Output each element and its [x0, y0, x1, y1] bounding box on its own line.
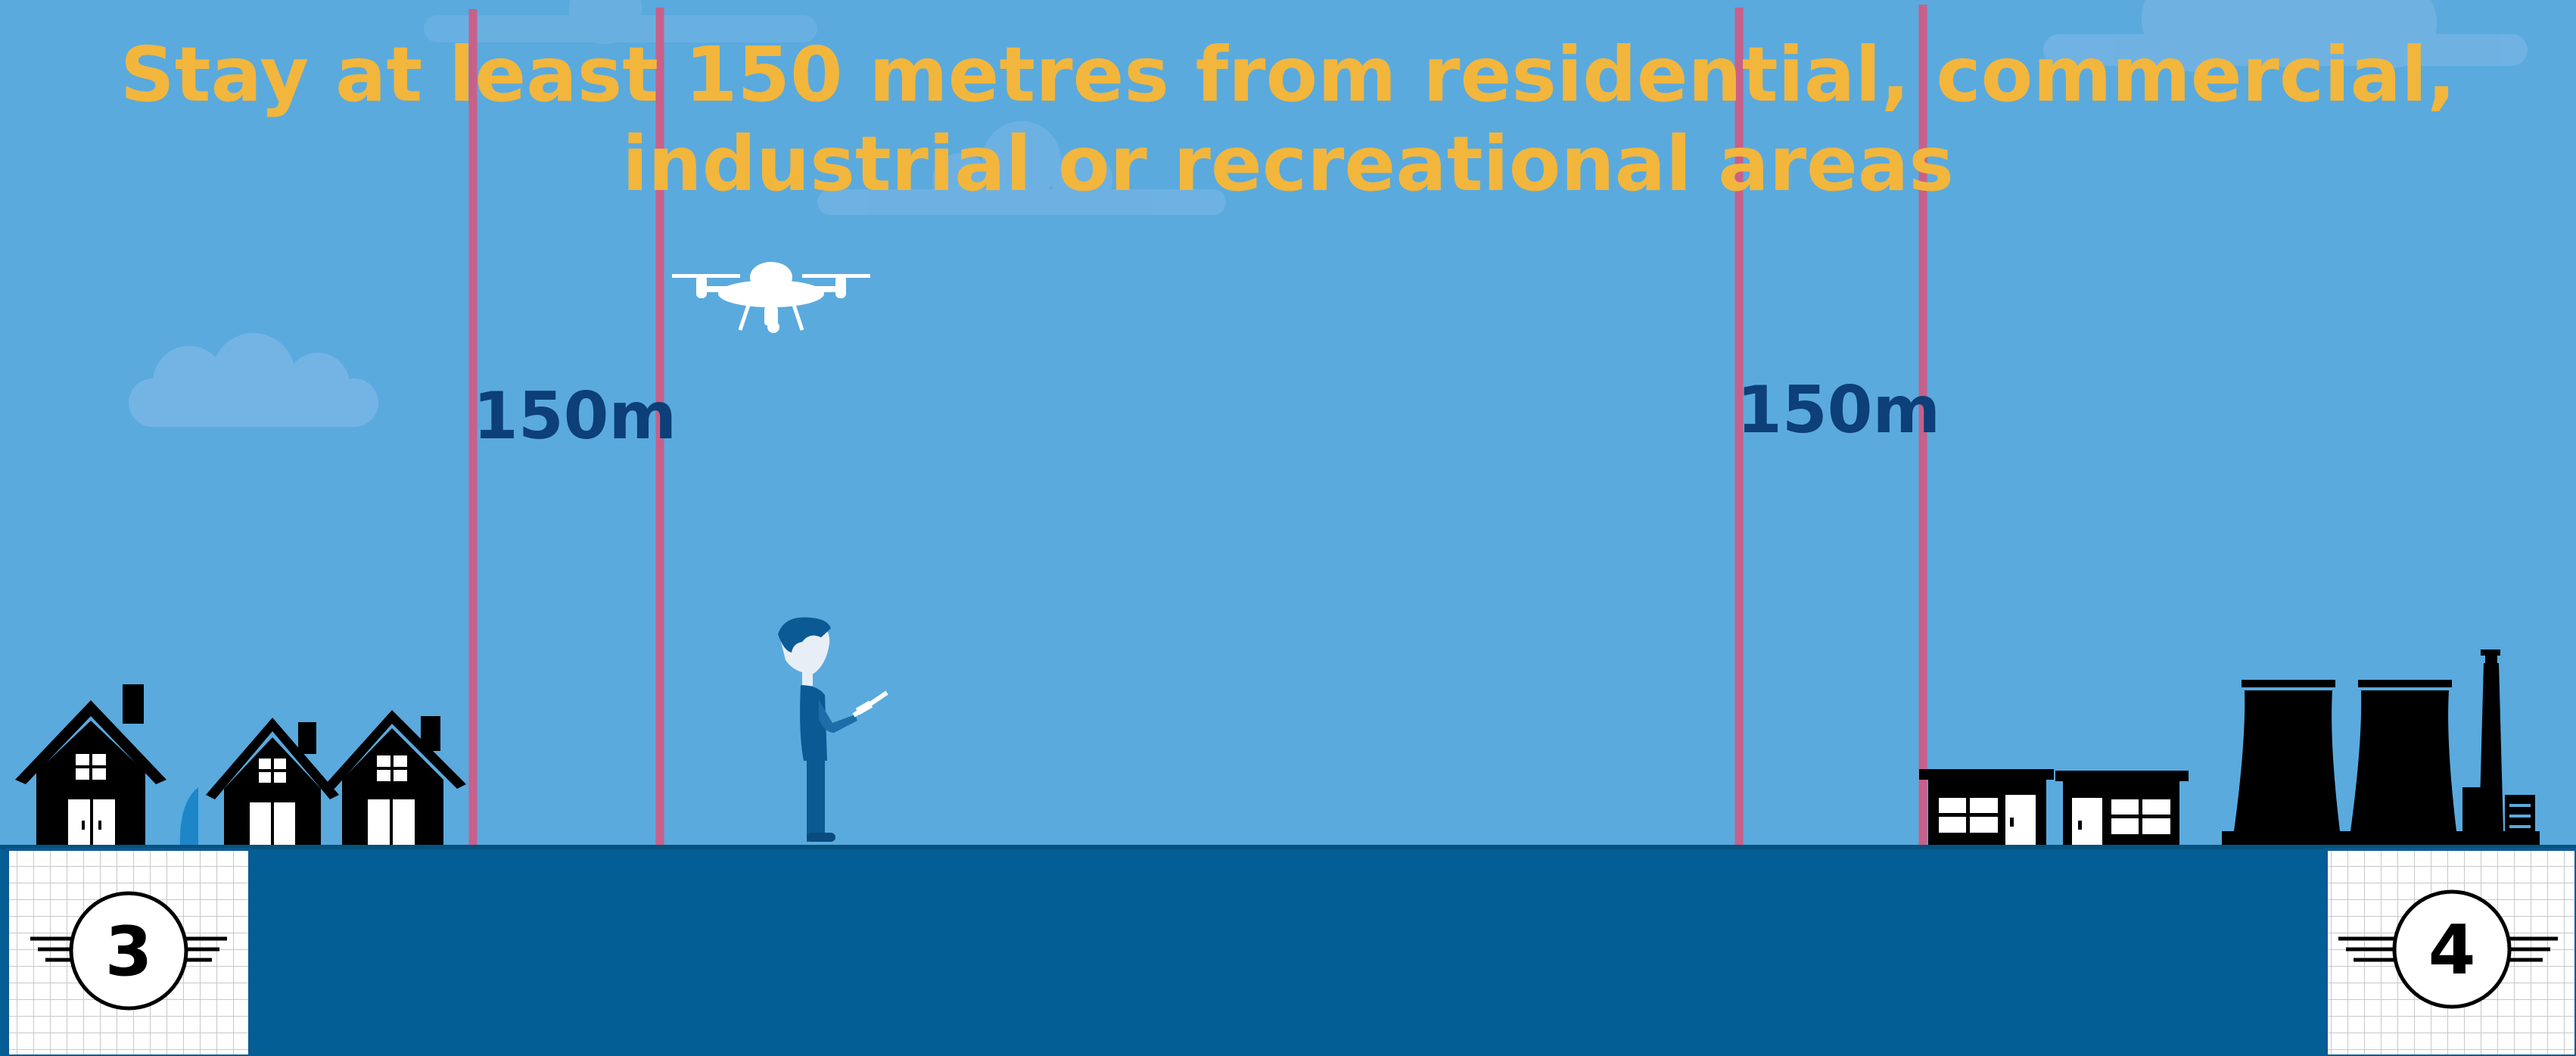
- badge-number-4: 4: [2428, 911, 2476, 990]
- cloud-icon: [424, 0, 817, 44]
- boundary-lines: [468, 5, 1927, 848]
- cloud-icon: [817, 121, 1226, 215]
- tree-icon: [179, 787, 198, 848]
- badge-icon: 3: [6, 848, 251, 1056]
- house-icon: [325, 710, 466, 851]
- badge-number-3: 3: [105, 912, 153, 992]
- ground-edge: [0, 845, 2576, 849]
- commercial-building-icon: [2055, 771, 2189, 851]
- headline-line-2: industrial or recreational areas: [622, 120, 1954, 208]
- cloud-icon: [129, 333, 378, 427]
- headline: Stay at least 150 metres from residentia…: [0, 30, 2576, 209]
- distance-label-right: 150m: [1737, 372, 1941, 448]
- house-icon: [15, 684, 166, 851]
- headline-line-1: Stay at least 150 metres from residentia…: [120, 30, 2456, 119]
- house-icon: [206, 718, 339, 851]
- drone-icon: [672, 262, 870, 333]
- cloud-icon: [2043, 0, 2528, 72]
- distance-label-left: 150m: [473, 378, 677, 454]
- commercial-building-icon: [1919, 769, 2054, 851]
- pilot-figure: [778, 617, 888, 842]
- industrial-plant-icon: [2222, 649, 2540, 852]
- ground: [0, 845, 2576, 1056]
- sky: [0, 0, 2576, 848]
- badge-icon: 4: [2325, 848, 2576, 1056]
